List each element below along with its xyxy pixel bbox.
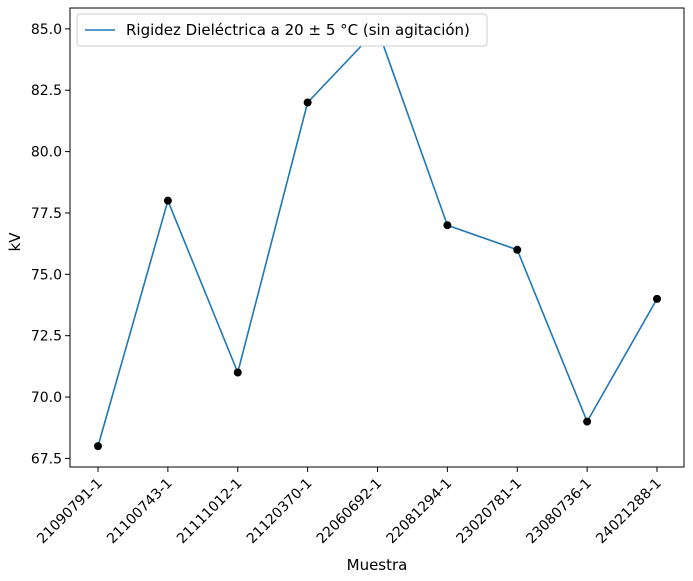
x-tick-label: 22081294-1 — [384, 476, 456, 548]
y-tick-label: 72.5 — [31, 329, 62, 345]
data-point — [94, 442, 102, 451]
legend-label: Rigidez Dieléctrica a 20 ± 5 °C (sin agi… — [126, 21, 470, 39]
plot-frame — [69, 7, 685, 468]
y-axis-ticks: 67.5 70.0 72.5 75.0 77.5 80.0 82.5 85.0 — [31, 22, 70, 467]
y-tick-label: 85.0 — [31, 22, 62, 38]
y-axis-label: kV — [6, 232, 24, 252]
data-point — [163, 196, 172, 205]
y-tick-label: 77.5 — [31, 206, 62, 222]
y-tick-label: 80.0 — [31, 145, 62, 161]
data-point — [513, 245, 522, 254]
x-tick-label: 21090791-1 — [34, 476, 106, 548]
x-tick-label: 23080736-1 — [523, 476, 595, 548]
data-point — [303, 98, 312, 107]
legend-box — [76, 13, 488, 47]
series-layer — [94, 24, 661, 451]
data-point — [233, 368, 242, 377]
x-axis-ticks: 21090791-121100743-121111012-121120370-1… — [34, 467, 665, 547]
y-tick-label: 75.0 — [31, 267, 62, 283]
data-point — [583, 417, 592, 426]
y-tick-label: 82.5 — [31, 83, 62, 99]
x-tick-label: 24021288-1 — [593, 476, 665, 548]
data-point — [443, 221, 452, 230]
legend: Rigidez Dieléctrica a 20 ± 5 °C (sin agi… — [76, 13, 488, 47]
y-tick-label: 67.5 — [31, 451, 62, 467]
x-tick-label: 21111012-1 — [174, 476, 246, 548]
x-tick-label: 21100743-1 — [104, 476, 176, 548]
x-tick-label: 23020781-1 — [454, 476, 526, 548]
data-point — [653, 294, 661, 303]
series-line — [97, 27, 658, 447]
plot-area — [69, 7, 685, 468]
y-tick-label: 70.0 — [31, 390, 62, 406]
x-axis-label: Muestra — [347, 556, 408, 574]
x-tick-label: 22060692-1 — [314, 476, 386, 548]
x-tick-label: 21120370-1 — [244, 476, 316, 548]
